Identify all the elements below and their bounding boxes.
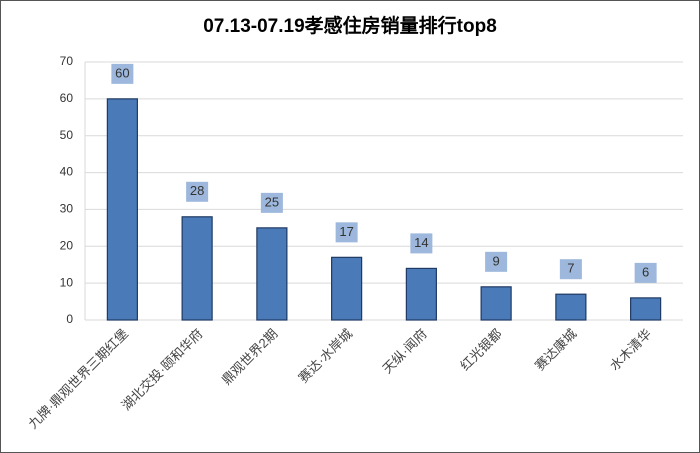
bar: [256, 227, 288, 321]
y-tick-label: 50: [60, 128, 74, 142]
data-label: 14: [414, 235, 428, 250]
bar: [106, 98, 138, 321]
data-label-box: [186, 181, 209, 202]
chart-title: 07.13-07.19孝感住房销量排行top8: [203, 14, 497, 37]
y-tick-label: 10: [60, 275, 74, 289]
data-label-box: [634, 262, 657, 283]
data-label-box: [111, 63, 134, 84]
data-label-box: [559, 259, 582, 280]
data-label-box: [485, 251, 508, 272]
bar: [480, 286, 512, 321]
data-label: 25: [265, 194, 279, 209]
data-label: 60: [115, 65, 129, 80]
bar: [630, 297, 662, 321]
data-label: 6: [642, 264, 649, 279]
y-tick-label: 40: [60, 165, 74, 179]
bar: [181, 216, 213, 321]
data-label: 7: [567, 261, 574, 276]
data-label-box: [335, 222, 358, 243]
y-tick-label: 0: [66, 312, 73, 326]
data-label: 9: [493, 253, 500, 268]
data-label-box: [260, 192, 283, 213]
data-label-box: [410, 233, 433, 254]
y-tick-label: 70: [60, 54, 74, 68]
y-tick-label: 60: [60, 91, 74, 105]
bar: [405, 267, 437, 321]
y-tick-label: 20: [60, 238, 74, 252]
y-tick-label: 30: [60, 202, 74, 216]
bar: [331, 256, 363, 321]
bar: [555, 293, 587, 321]
data-label: 28: [190, 183, 204, 198]
data-label: 17: [339, 224, 353, 239]
